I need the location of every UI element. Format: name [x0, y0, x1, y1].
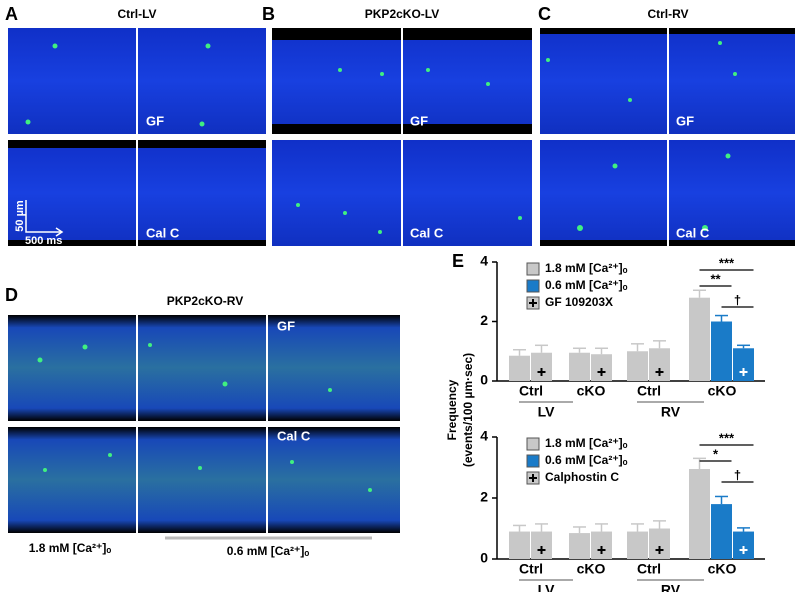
y-tick-label: 4: [480, 428, 488, 444]
scale-label: 500 ms: [25, 235, 62, 247]
legend-label: 0.6 mM [Ca²⁺]ₒ: [545, 453, 628, 467]
panel-title: Ctrl-LV: [117, 7, 156, 21]
group-label: RV: [661, 404, 681, 420]
group-label: LV: [538, 582, 556, 592]
y-tick-label: 2: [480, 489, 488, 505]
legend-swatch: [526, 454, 540, 468]
bar: [509, 355, 530, 381]
scale-label: 50 µm: [14, 200, 26, 232]
significance-label: †: [734, 292, 741, 307]
legend-label: 0.6 mM [Ca²⁺]ₒ: [545, 278, 628, 292]
panel-label: C: [538, 4, 551, 24]
condition-label: 1.8 mM [Ca²⁺]ₒ: [29, 541, 112, 555]
group-label: LV: [538, 404, 556, 420]
bar: [531, 352, 552, 381]
bar: [689, 469, 710, 559]
x-tick-label: cKO: [577, 561, 606, 577]
condition-label: 0.6 mM [Ca²⁺]ₒ: [227, 544, 310, 558]
y-tick-label: 2: [480, 312, 488, 328]
bar: [649, 528, 670, 559]
significance-label: *: [713, 446, 719, 461]
bar: [711, 504, 732, 559]
bar: [627, 351, 648, 381]
image-label: GF: [676, 113, 694, 128]
bar: [591, 354, 612, 381]
bar: [531, 531, 552, 559]
bar: [711, 321, 732, 381]
group-label: RV: [661, 582, 681, 592]
panel-title: PKP2cKO-RV: [167, 294, 243, 308]
y-axis-label: Frequency: [445, 379, 459, 440]
y-tick-label: 0: [480, 550, 488, 566]
panel-label: D: [5, 285, 18, 305]
x-tick-label: Ctrl: [637, 383, 661, 399]
bar: [627, 531, 648, 559]
legend-swatch: [526, 437, 540, 451]
x-tick-label: Ctrl: [519, 561, 543, 577]
image-label: Cal C: [277, 428, 311, 443]
bar: [591, 531, 612, 559]
legend-label: 1.8 mM [Ca²⁺]ₒ: [545, 436, 628, 450]
panel-title: PKP2cKO-LV: [365, 7, 439, 21]
bar: [733, 348, 754, 381]
x-tick-label: Ctrl: [519, 383, 543, 399]
legend-swatch: [526, 279, 540, 293]
bar: [649, 348, 670, 381]
significance-label: **: [710, 271, 721, 286]
x-tick-label: cKO: [577, 383, 606, 399]
bar: [689, 297, 710, 381]
significance-label: ***: [719, 255, 735, 270]
y-axis-label: (events/100 µm·sec): [461, 353, 475, 467]
significance-label: †: [734, 467, 741, 482]
bar: [733, 531, 754, 559]
image-label: Cal C: [146, 225, 180, 240]
legend-label: GF 109203X: [545, 295, 613, 309]
y-tick-label: 4: [480, 253, 488, 269]
image-label: GF: [410, 113, 428, 128]
legend-swatch: [526, 262, 540, 276]
image-label: GF: [146, 113, 164, 128]
x-tick-label: cKO: [708, 383, 737, 399]
bar: [569, 352, 590, 381]
panel-label: B: [262, 4, 275, 24]
image-label: Cal C: [676, 225, 710, 240]
image-label: Cal C: [410, 225, 444, 240]
panel-label: E: [452, 251, 464, 271]
panel-label: A: [5, 4, 18, 24]
bar: [509, 531, 530, 559]
bar: [569, 533, 590, 559]
significance-label: ***: [719, 430, 735, 445]
y-tick-label: 0: [480, 372, 488, 388]
x-tick-label: cKO: [708, 561, 737, 577]
image-label: GF: [277, 318, 295, 333]
legend-label: Calphostin C: [545, 470, 619, 484]
legend-label: 1.8 mM [Ca²⁺]ₒ: [545, 261, 628, 275]
x-tick-label: Ctrl: [637, 561, 661, 577]
images: [8, 28, 795, 540]
panel-title: Ctrl-RV: [647, 7, 688, 21]
